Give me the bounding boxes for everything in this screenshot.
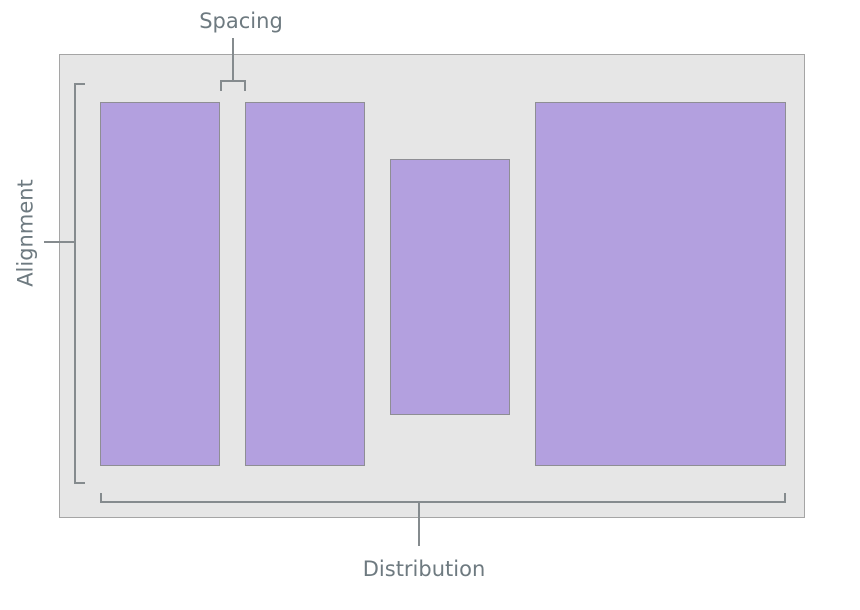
spacing-label: Spacing — [199, 9, 283, 33]
arranged-view-3 — [390, 159, 510, 415]
alignment-bracket — [44, 83, 85, 484]
alignment-label: Alignment — [13, 179, 38, 287]
arranged-view-4 — [535, 102, 786, 466]
distribution-bracket — [100, 493, 786, 546]
arranged-view-1 — [100, 102, 220, 466]
spacing-bracket — [220, 38, 246, 91]
distribution-label: Distribution — [362, 557, 486, 581]
arranged-view-2 — [245, 102, 365, 466]
